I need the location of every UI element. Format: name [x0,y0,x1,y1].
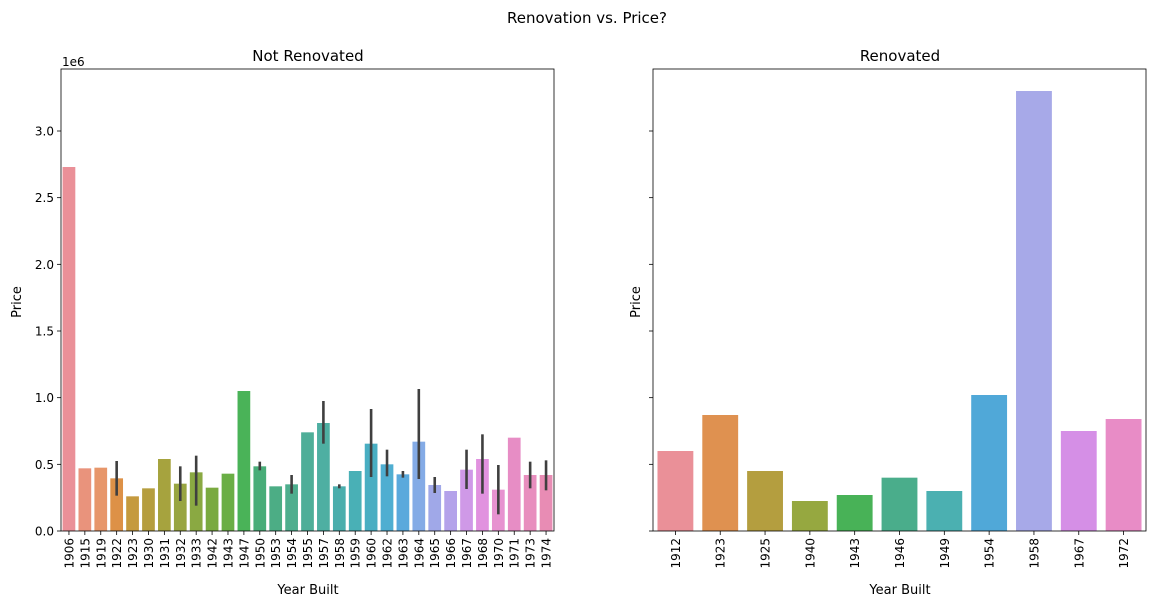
left-xtick-label: 1919 [94,538,108,569]
left-xtick-label: 1973 [524,538,538,569]
left-bar-1947 [238,391,251,531]
right-xtick-label: 1972 [1117,538,1131,569]
left-ytick-label: 0.5 [35,458,54,472]
right-bar-1912 [657,451,693,531]
right-panel-title: Renovated [860,47,940,65]
left-offset-label: 1e6 [62,55,85,69]
right-xtick-label: 1967 [1072,538,1086,569]
left-xtick-label: 1971 [508,538,522,569]
right-xtick-label: 1943 [848,538,862,569]
left-bar-1942 [206,488,219,531]
left-panel: Not Renovated 1e6 Price Year Built 0.00.… [10,47,554,598]
left-xlabel: Year Built [276,583,338,598]
left-xtick-label: 1953 [269,538,283,569]
right-bar-1946 [882,478,918,531]
right-xtick-label: 1946 [893,538,907,569]
right-xtick-label: 1954 [983,538,997,569]
left-xtick-label: 1966 [444,538,458,569]
left-bar-1971 [508,438,521,531]
left-xtick-label: 1962 [381,538,395,569]
left-xtick-label: 1960 [365,538,379,569]
right-xtick-label: 1925 [759,538,773,569]
right-bar-1958 [1016,91,1052,531]
left-xtick-label: 1955 [301,538,315,569]
left-xtick-label: 1964 [412,538,426,569]
left-xtick-label: 1947 [237,538,251,569]
right-bar-1925 [747,471,783,531]
left-xtick-label: 1965 [428,538,442,569]
right-xtick-label: 1923 [714,538,728,569]
left-xtick-label: 1970 [492,538,506,569]
left-bar-1953 [269,486,282,531]
left-xtick-label: 1932 [174,538,188,569]
left-xtick-label: 1943 [221,538,235,569]
left-x-axis: 1906 1915 1919 1922 1923 1930 1931 1932 1933 1942… [62,531,553,569]
left-xtick-label: 1922 [110,538,124,569]
right-xtick-label: 1958 [1027,538,1041,569]
left-bar-1930 [142,488,155,531]
left-bar-1959 [349,471,362,531]
left-xtick-label: 1967 [460,538,474,569]
left-xtick-label: 1950 [253,538,267,569]
left-bars [63,167,553,531]
left-xtick-label: 1958 [333,538,347,569]
right-ylabel: Price [629,286,644,318]
left-bar-1958 [333,486,346,531]
left-xtick-label: 1954 [285,538,299,569]
left-ytick-label: 1.5 [35,325,54,339]
right-bar-1954 [971,395,1007,531]
left-xtick-label: 1923 [126,538,140,569]
left-xtick-label: 1931 [158,538,172,569]
left-xtick-label: 1968 [476,538,490,569]
right-bar-1972 [1106,419,1142,531]
right-panel: Renovated Price Year Built 1912 1923 1925 1… [629,47,1146,598]
left-y-axis: 0.0 0.5 1.0 1.5 2.0 2.5 3.0 [35,125,61,539]
left-bar-1915 [78,468,91,531]
left-bar-1966 [444,491,457,531]
right-bars [657,91,1141,531]
right-xtick-label: 1912 [669,538,683,569]
left-xtick-label: 1915 [78,538,92,569]
left-bar-1950 [253,466,266,531]
left-xtick-label: 1963 [396,538,410,569]
left-bar-1931 [158,459,171,531]
left-xtick-label: 1906 [62,538,76,569]
right-xtick-label: 1940 [803,538,817,569]
right-xlabel: Year Built [868,583,930,598]
left-ytick-label: 2.5 [35,191,54,205]
left-bar-1923 [126,496,139,531]
left-bar-1943 [222,474,235,531]
left-bar-1906 [63,167,76,531]
left-bar-1963 [397,474,410,531]
right-bar-1923 [702,415,738,531]
left-xtick-label: 1942 [206,538,220,569]
right-bar-1967 [1061,431,1097,531]
left-xtick-label: 1933 [190,538,204,569]
right-bar-1943 [837,495,873,531]
figure-suptitle: Renovation vs. Price? [507,9,667,27]
left-ytick-label: 2.0 [35,258,54,272]
left-xtick-label: 1957 [317,538,331,569]
left-ytick-label: 0.0 [35,525,54,539]
right-x-axis: 1912 1923 1925 1940 1943 1946 1949 1954 1958 1967… [669,531,1131,569]
right-bar-1949 [926,491,962,531]
left-bar-1919 [94,468,107,531]
left-xtick-label: 1930 [142,538,156,569]
left-xtick-label: 1959 [349,538,363,569]
right-y-axis [649,131,653,531]
left-xtick-label: 1974 [540,538,554,569]
left-ylabel: Price [10,286,25,318]
left-panel-title: Not Renovated [252,47,363,65]
left-bar-1955 [301,432,314,531]
right-bar-1940 [792,501,828,531]
left-ytick-label: 3.0 [35,125,54,139]
left-ytick-label: 1.0 [35,391,54,405]
right-xtick-label: 1949 [938,538,952,569]
